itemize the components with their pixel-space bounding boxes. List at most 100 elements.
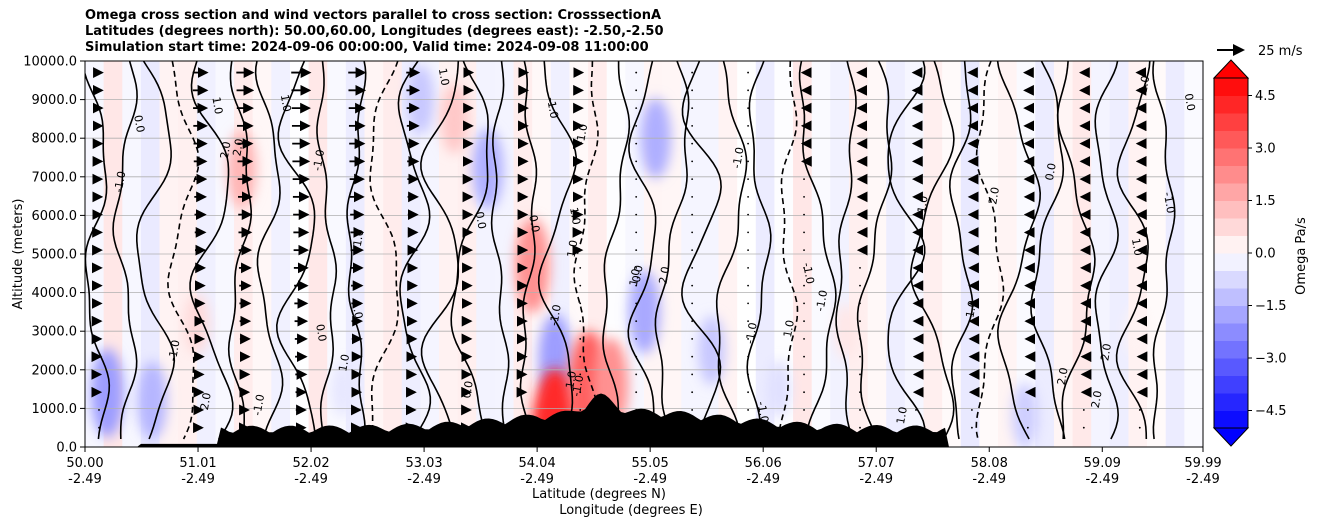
wind-vector-dot: [691, 320, 694, 323]
omega-feature: [90, 348, 124, 438]
omega-feature: [137, 361, 167, 440]
y-tick-label: 6000.0: [32, 209, 78, 224]
wind-vector-dot: [1206, 391, 1208, 393]
omega-feature: [766, 360, 791, 419]
contour-line: [627, 61, 657, 439]
omega-feature: [628, 270, 661, 354]
omega-feature: [226, 130, 257, 208]
wind-vector-dot: [971, 426, 973, 429]
wind-vector-dot: [579, 373, 582, 376]
wind-vector-dot: [803, 355, 805, 358]
omega-feature: [184, 293, 210, 354]
colorbar-level: [1214, 95, 1248, 114]
wind-vector-dot: [1082, 409, 1085, 411]
omega-feature: [440, 84, 468, 154]
wind-vector-dot: [747, 249, 749, 252]
wind-vector-dot: [1206, 338, 1208, 340]
colorbar-level: [1214, 358, 1248, 376]
wind-vector-dot: [635, 178, 638, 181]
title-line-1: Omega cross section and wind vectors par…: [85, 8, 662, 23]
x-tick-label-lat: 50.00: [66, 456, 103, 471]
contour-line: [316, 61, 338, 440]
wind-vector-dot: [747, 89, 749, 92]
wind-vector-dot: [747, 195, 749, 198]
wind-vector-dot: [803, 266, 805, 269]
contour-label: 0.0: [1182, 92, 1198, 111]
wind-vector-dot: [635, 320, 638, 323]
wind-vector-dot: [747, 266, 749, 269]
wind-vector-dot: [635, 249, 638, 252]
wind-vector-dot: [859, 391, 861, 394]
contour-label: 1.0: [627, 268, 643, 287]
wind-vector-dot: [859, 320, 861, 323]
colorbar-level: [1214, 200, 1248, 219]
contour-label: -1.0: [547, 304, 564, 327]
contour-line: [778, 61, 799, 440]
wind-vector-dot: [1206, 374, 1208, 376]
x-tick-label-lat: 56.06: [745, 456, 782, 471]
y-axis-label: Altitude (meters): [11, 199, 26, 310]
contour-label: 2.0: [1098, 342, 1114, 361]
wind-vector-dot: [691, 213, 694, 216]
contour-line: [136, 61, 176, 440]
wind-vector-dot: [1206, 267, 1208, 269]
contour-label: 1.0: [563, 370, 579, 389]
wind-vector-dot: [691, 195, 694, 198]
wind-vector-dot: [691, 284, 694, 287]
wind-vector-dot: [971, 409, 973, 411]
wind-vector-dot: [691, 355, 694, 358]
wind-vector-dot: [747, 355, 749, 358]
wind-vector-dot: [1206, 427, 1208, 429]
colorbar-level: [1214, 270, 1248, 289]
contour-line: [369, 61, 399, 440]
wind-vector-dot: [635, 213, 638, 216]
wind-vector-dot: [747, 409, 749, 411]
x-tick-label-lon: -2.49: [859, 472, 893, 487]
colorbar-level: [1214, 375, 1248, 394]
wind-vector-dot: [803, 178, 805, 181]
contour-label: -1.0: [755, 400, 772, 423]
x-axis-label-lat: Latitude (degrees N): [532, 487, 666, 502]
contour-label: 2.0: [986, 186, 1002, 205]
wind-vector-dot: [747, 124, 749, 127]
wind-vector-dot: [859, 302, 861, 305]
y-tick-label: 4000.0: [32, 286, 78, 301]
colorbar-level: [1214, 183, 1248, 201]
y-tick-label: 7000.0: [32, 170, 78, 185]
contour-line: [975, 61, 1005, 440]
x-axis: 50.00-2.4951.01-2.4952.02-2.4953.03-2.49…: [66, 447, 1222, 487]
x-tick-label-lat: 53.03: [405, 456, 442, 471]
x-tick-label-lon: -2.49: [1186, 472, 1220, 487]
wind-vector-dot: [1206, 356, 1208, 358]
colorbar-level: [1214, 323, 1248, 341]
wind-vector-dot: [691, 178, 694, 181]
wind-vector-dot: [98, 409, 100, 411]
wind-vector-dot: [579, 284, 582, 287]
wind-vector-dot: [747, 107, 749, 109]
x-tick-label-lon: -2.49: [746, 472, 780, 487]
wind-vector-dot: [803, 338, 805, 340]
wind-vector-dot: [691, 231, 694, 234]
wind-vector-dot: [691, 409, 694, 411]
x-tick-label-lat: 58.08: [971, 456, 1008, 471]
colorbar-tick-label: 3.0: [1255, 142, 1276, 157]
wind-vector-dot: [915, 409, 917, 411]
wind-vector-dot: [747, 213, 749, 216]
wind-vector-dot: [1026, 409, 1029, 411]
omega-feature: [698, 315, 726, 386]
wind-vector-dot: [691, 338, 694, 340]
wind-vector-dot: [747, 231, 749, 234]
wind-vector-dot: [635, 142, 638, 145]
wind-vector-dot: [635, 89, 638, 92]
x-tick-label-lon: -2.49: [520, 472, 554, 487]
y-tick-label: 0.0: [56, 441, 77, 456]
wind-vector-dot: [747, 71, 749, 74]
wind-vector-dot: [635, 373, 638, 376]
contour-label: -1.0: [730, 146, 747, 169]
contour-label: 1.0: [209, 96, 225, 115]
contour-line: [602, 61, 631, 440]
quiver-key: 25 m/s: [1217, 44, 1303, 59]
wind-vector-dot: [859, 409, 861, 411]
colorbar-level: [1214, 130, 1248, 149]
